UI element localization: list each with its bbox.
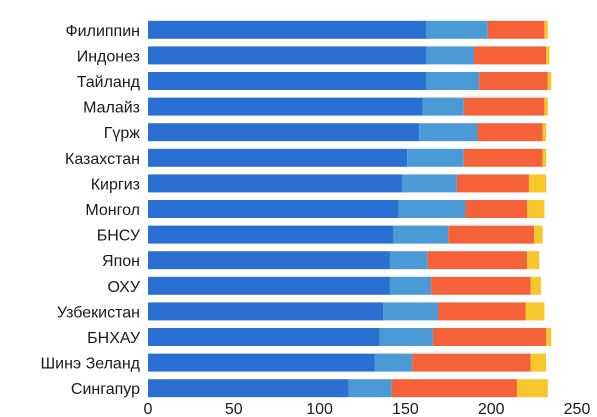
bar-segment-1 — [148, 225, 394, 244]
x-tick-label: 100 — [306, 401, 333, 417]
category-label: Казахстан — [65, 151, 140, 168]
category-label: Малайз — [83, 100, 140, 117]
bar-segment-2 — [401, 174, 457, 193]
bar-segment-2 — [425, 72, 480, 90]
bar-segment-2 — [407, 148, 464, 167]
bar-segment-4 — [530, 276, 541, 295]
category-labels: Филиппин Индонез Тайланд Малайз Гүрж Казахста… — [41, 23, 141, 398]
x-tick-label: 0 — [144, 401, 153, 417]
x-tick-label: 50 — [225, 401, 243, 417]
bar-segment-3 — [391, 379, 517, 398]
category-label: БНСУ — [97, 228, 141, 245]
category-label: Индонез — [77, 48, 140, 65]
bar-segment-2 — [393, 225, 449, 244]
bar-segment-1 — [148, 97, 423, 116]
category-label: ОХУ — [107, 279, 140, 296]
bar-segment-3 — [438, 302, 526, 321]
bar-segment-1 — [148, 20, 426, 39]
x-tick-label: 250 — [564, 401, 591, 417]
bar-segment-3 — [465, 200, 528, 218]
bar-segment-2 — [419, 123, 478, 142]
bar-segment-3 — [477, 123, 543, 142]
bar-segment-4 — [546, 328, 552, 346]
bar-segment-2 — [389, 251, 428, 270]
bar-segment-1 — [148, 251, 390, 270]
x-tick-label: 150 — [392, 401, 419, 417]
category-label: Киргиз — [91, 176, 140, 193]
category-label: Гүрж — [104, 125, 141, 142]
bar-segment-1 — [148, 276, 390, 295]
bar-segment-1 — [148, 123, 420, 142]
category-label: Филиппин — [66, 23, 140, 40]
category-label: БНХАУ — [87, 330, 141, 347]
bar-segment-1 — [148, 379, 349, 398]
bar-segment-4 — [534, 225, 543, 244]
bar-segment-1 — [148, 200, 399, 218]
bars-layer — [148, 20, 552, 398]
category-label: Шинэ Зеланд — [41, 356, 141, 373]
bar-segment-3 — [432, 328, 547, 346]
category-label: Тайланд — [77, 74, 141, 91]
bar-segment-4 — [542, 148, 547, 167]
bar-segment-3 — [456, 174, 529, 193]
bar-segment-2 — [425, 46, 475, 65]
bar-segment-2 — [348, 379, 392, 398]
x-axis-ticks: 0 50 100 150 200 250 — [144, 401, 591, 417]
bar-segment-3 — [427, 251, 528, 270]
bar-segment-3 — [463, 97, 545, 116]
bar-segment-3 — [474, 46, 547, 65]
bar-segment-3 — [487, 20, 545, 39]
bar-segment-4 — [527, 200, 545, 218]
bar-segment-3 — [412, 353, 531, 372]
category-label: Япон — [102, 253, 140, 270]
bar-segment-4 — [528, 174, 547, 193]
category-label: Сингапур — [71, 381, 140, 398]
bar-segment-4 — [546, 46, 550, 65]
bar-segment-1 — [148, 302, 384, 321]
bar-segment-1 — [148, 174, 402, 193]
bar-segment-1 — [148, 46, 426, 65]
bar-segment-4 — [527, 251, 540, 270]
category-label: Монгол — [85, 202, 140, 219]
bar-segment-4 — [530, 353, 547, 372]
bar-segment-1 — [148, 72, 426, 90]
bar-segment-2 — [422, 97, 464, 116]
x-tick-label: 200 — [478, 401, 505, 417]
bar-segment-4 — [544, 20, 548, 39]
bar-segment-2 — [379, 328, 433, 346]
bar-segment-1 — [148, 328, 380, 346]
bar-segment-1 — [148, 353, 375, 372]
bar-segment-1 — [148, 148, 408, 167]
bar-segment-3 — [463, 148, 543, 167]
bar-segment-4 — [547, 72, 552, 90]
bar-segment-4 — [542, 123, 547, 142]
bar-segment-3 — [431, 276, 531, 295]
category-label: Узбекистан — [57, 304, 140, 321]
bar-segment-2 — [398, 200, 466, 218]
bar-segment-4 — [525, 302, 545, 321]
bar-segment-3 — [448, 225, 535, 244]
bar-segment-3 — [479, 72, 548, 90]
bar-segment-2 — [425, 20, 488, 39]
bar-segment-2 — [389, 276, 432, 295]
bar-segment-4 — [544, 97, 548, 116]
bar-segment-2 — [374, 353, 413, 372]
bar-segment-2 — [383, 302, 439, 321]
bar-segment-4 — [516, 379, 548, 398]
